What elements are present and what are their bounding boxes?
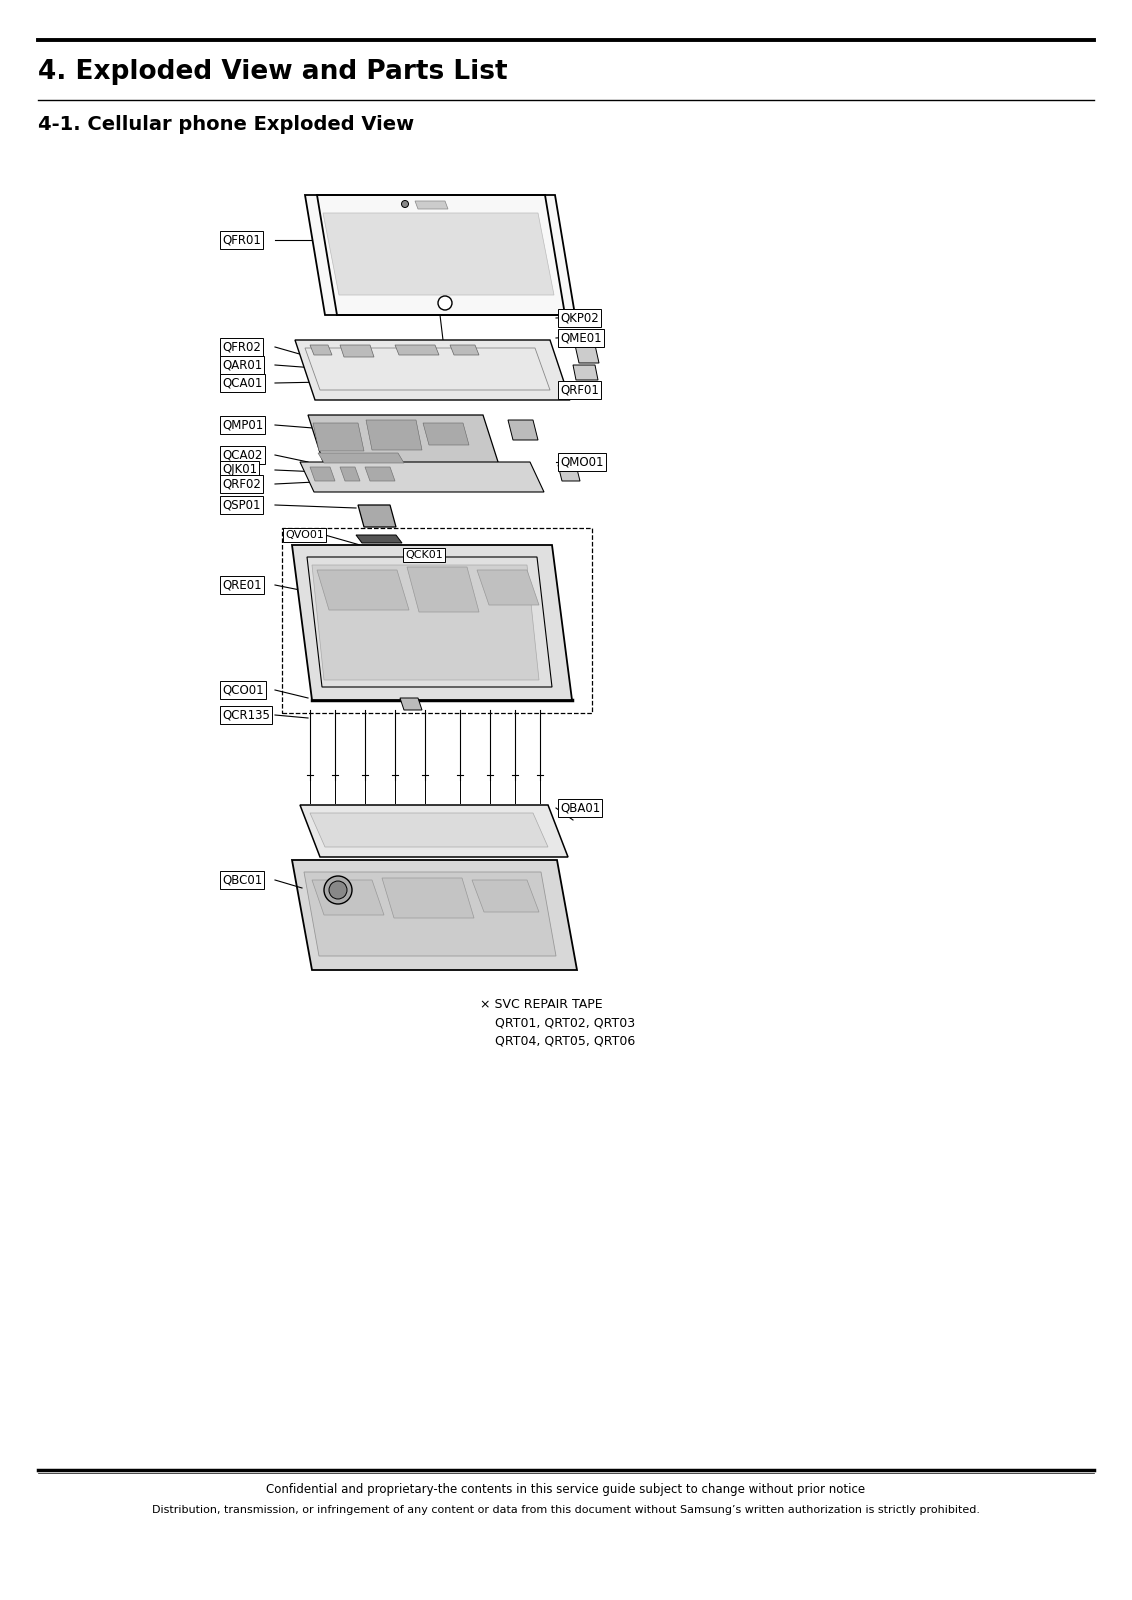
- Text: Confidential and proprietary-the contents in this service guide subject to chang: Confidential and proprietary-the content…: [266, 1483, 866, 1496]
- Polygon shape: [575, 346, 599, 363]
- Polygon shape: [310, 346, 332, 355]
- Text: QMO01: QMO01: [560, 456, 603, 469]
- Polygon shape: [295, 341, 571, 400]
- Bar: [282, 528, 592, 714]
- Text: QRE01: QRE01: [222, 579, 261, 592]
- Polygon shape: [310, 467, 335, 482]
- Text: QRT04, QRT05, QRT06: QRT04, QRT05, QRT06: [495, 1035, 635, 1048]
- Polygon shape: [323, 213, 554, 294]
- Polygon shape: [292, 861, 577, 970]
- Polygon shape: [292, 546, 572, 701]
- Text: QFR01: QFR01: [222, 234, 260, 246]
- Polygon shape: [365, 467, 395, 482]
- Polygon shape: [355, 534, 402, 542]
- Text: QBC01: QBC01: [222, 874, 263, 886]
- Polygon shape: [423, 422, 469, 445]
- Text: QSP01: QSP01: [222, 499, 260, 512]
- Text: QVO01: QVO01: [285, 530, 324, 541]
- Text: QRF02: QRF02: [222, 477, 260, 491]
- Polygon shape: [408, 566, 479, 611]
- Polygon shape: [312, 565, 539, 680]
- Circle shape: [329, 882, 348, 899]
- Polygon shape: [358, 506, 396, 526]
- Polygon shape: [451, 346, 479, 355]
- Polygon shape: [395, 346, 439, 355]
- Polygon shape: [472, 880, 539, 912]
- Text: 4-1. Cellular phone Exploded View: 4-1. Cellular phone Exploded View: [38, 115, 414, 134]
- Polygon shape: [314, 422, 365, 451]
- Polygon shape: [508, 419, 538, 440]
- Text: QME01: QME01: [560, 331, 601, 344]
- Text: QAR01: QAR01: [222, 358, 263, 371]
- Text: QFR02: QFR02: [222, 341, 260, 354]
- Polygon shape: [340, 467, 360, 482]
- Polygon shape: [573, 365, 598, 379]
- Polygon shape: [381, 878, 474, 918]
- Text: QJK01: QJK01: [222, 464, 257, 477]
- Text: QCR135: QCR135: [222, 709, 269, 722]
- Text: QCA02: QCA02: [222, 448, 263, 461]
- Circle shape: [324, 877, 352, 904]
- Text: × SVC REPAIR TAPE: × SVC REPAIR TAPE: [480, 998, 602, 1011]
- Text: 4. Exploded View and Parts List: 4. Exploded View and Parts List: [38, 59, 507, 85]
- Text: QKP02: QKP02: [560, 312, 599, 325]
- Circle shape: [402, 200, 409, 208]
- Polygon shape: [366, 419, 422, 450]
- Polygon shape: [305, 195, 575, 315]
- Polygon shape: [317, 570, 409, 610]
- Text: QBA01: QBA01: [560, 802, 600, 814]
- Polygon shape: [300, 805, 568, 858]
- Text: QRF01: QRF01: [560, 384, 599, 397]
- Text: QRT01, QRT02, QRT03: QRT01, QRT02, QRT03: [495, 1016, 635, 1029]
- Polygon shape: [310, 813, 548, 846]
- Text: QCO01: QCO01: [222, 683, 264, 696]
- Polygon shape: [305, 872, 556, 955]
- Polygon shape: [415, 202, 448, 210]
- Polygon shape: [318, 453, 404, 462]
- Text: QCK01: QCK01: [405, 550, 443, 560]
- Text: QMP01: QMP01: [222, 419, 264, 432]
- Text: Distribution, transmission, or infringement of any content or data from this doc: Distribution, transmission, or infringem…: [152, 1506, 980, 1515]
- Polygon shape: [308, 414, 499, 466]
- Polygon shape: [477, 570, 539, 605]
- Polygon shape: [558, 466, 580, 482]
- Polygon shape: [340, 346, 374, 357]
- Circle shape: [438, 296, 452, 310]
- Polygon shape: [400, 698, 422, 710]
- Polygon shape: [300, 462, 544, 493]
- Polygon shape: [312, 880, 384, 915]
- Text: QCA01: QCA01: [222, 376, 263, 389]
